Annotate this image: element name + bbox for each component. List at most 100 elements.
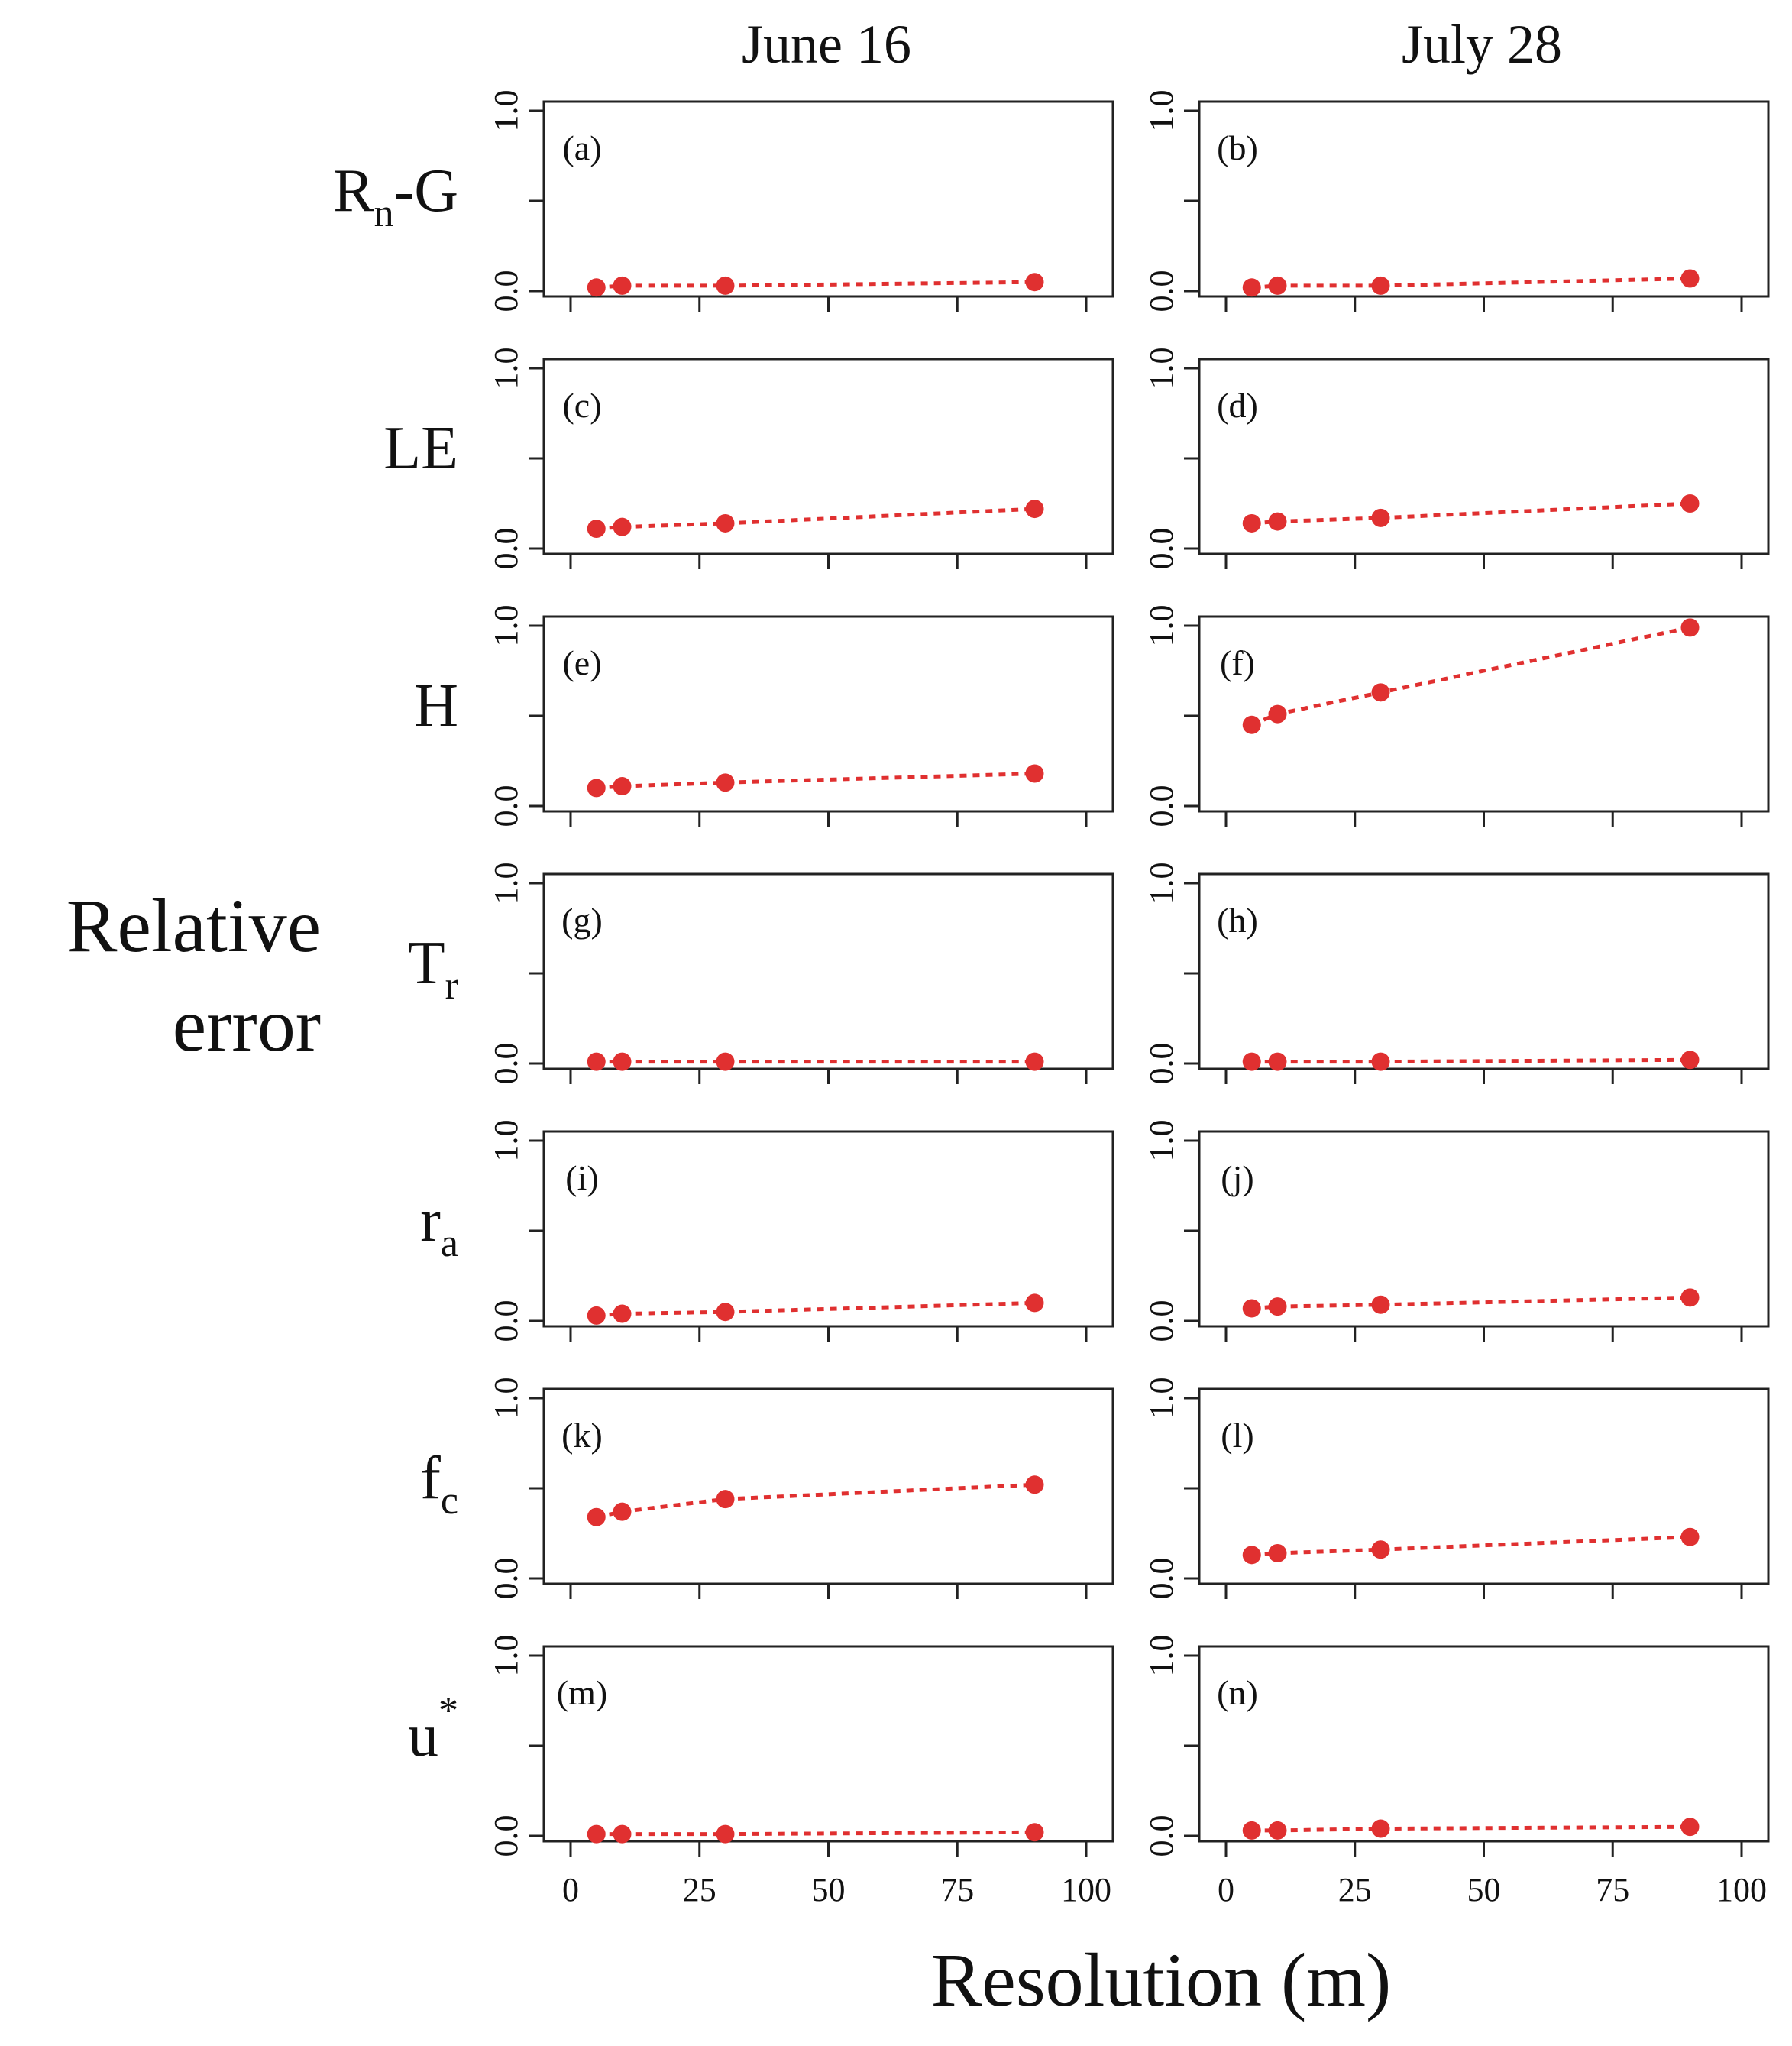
data-point [1268, 512, 1287, 531]
y-tick-label: 1.0 [1143, 90, 1180, 132]
panel-label: (g) [561, 901, 603, 940]
data-point [613, 276, 632, 295]
y-tick-label: 0.0 [1143, 528, 1180, 570]
series-line [596, 280, 1035, 290]
panel-label: (d) [1217, 386, 1258, 425]
series-line [596, 772, 1035, 790]
y-tick-label: 0.0 [1143, 785, 1180, 827]
x-tick-label: 75 [940, 1871, 974, 1908]
data-point [1371, 1052, 1390, 1071]
panel-frame [542, 100, 1114, 298]
data-point [1680, 269, 1700, 288]
data-point [1268, 1052, 1287, 1071]
data-point [587, 1824, 606, 1844]
y-tick-label: 1.0 [1143, 1635, 1180, 1677]
panel-label: (c) [562, 386, 601, 425]
y-tick-label: 1.0 [487, 1635, 525, 1677]
y-tick-label: 1.0 [1143, 348, 1180, 390]
x-tick-label: 50 [812, 1871, 846, 1908]
panel-i: 0.0 1.0 (i) [487, 1120, 1114, 1342]
data-point [1268, 1297, 1287, 1316]
y-tick-label: 1.0 [487, 1377, 525, 1420]
data-point [1680, 1051, 1700, 1070]
data-point [1268, 704, 1287, 724]
panel-a: 0.0 1.0 (a) [487, 90, 1114, 312]
series-line [596, 507, 1035, 531]
panel-frame [542, 1645, 1114, 1843]
data-point [1680, 1527, 1700, 1546]
y-tick-label: 1.0 [487, 348, 525, 390]
data-point [1242, 278, 1261, 297]
panel-b: 0.0 1.0 (b) [1143, 90, 1770, 312]
panel-c: 0.0 1.0 (c) [487, 348, 1114, 570]
x-tick-label: 25 [683, 1871, 716, 1908]
data-point [587, 1507, 606, 1526]
y-tick-label: 1.0 [487, 605, 525, 647]
column-title-july-28: July 28 [1402, 14, 1562, 75]
x-tick-label: 0 [562, 1871, 579, 1908]
data-point [1371, 683, 1390, 702]
panel-frame [1198, 872, 1770, 1070]
y-tick-label: 1.0 [1143, 863, 1180, 905]
y-tick-label: 0.0 [487, 785, 525, 827]
y-tick-label: 0.0 [487, 1300, 525, 1342]
data-point [1680, 1818, 1700, 1837]
data-point [587, 1052, 606, 1071]
y-tick-label: 1.0 [487, 863, 525, 905]
row-label: ra [420, 1187, 458, 1265]
x-tick-label: 100 [1061, 1871, 1111, 1908]
y-tick-label: 0.0 [487, 1558, 525, 1600]
data-point [1025, 1293, 1044, 1313]
x-tick-label: 25 [1338, 1871, 1372, 1908]
panel-label: (e) [562, 643, 601, 682]
data-point [716, 1052, 735, 1071]
data-point [1025, 1823, 1044, 1842]
x-tick-label: 100 [1716, 1871, 1767, 1908]
panel-label: (i) [565, 1158, 598, 1197]
series-line [1251, 1535, 1690, 1557]
data-point [1268, 276, 1287, 295]
panel-m: 0.0 1.0 0 25 50 75 100 (m) [487, 1635, 1114, 1908]
data-point [1025, 500, 1044, 519]
y-tick-label: 0.0 [487, 1043, 525, 1085]
y-tick-label: 0.0 [1143, 1815, 1180, 1857]
panel-frame [1198, 100, 1770, 298]
y-tick-label: 1.0 [1143, 605, 1180, 647]
panel-n: 0.0 1.0 0 25 50 75 100 (n) [1143, 1635, 1770, 1908]
y-tick-label: 0.0 [1143, 1558, 1180, 1600]
panel-k: 0.0 1.0 (k) [487, 1377, 1114, 1600]
panel-e: 0.0 1.0 (e) [487, 605, 1114, 827]
panel-label: (f) [1220, 643, 1255, 682]
panel-h: 0.0 1.0 (h) [1143, 863, 1770, 1085]
data-point [1268, 1543, 1287, 1562]
data-point [1680, 494, 1700, 513]
y-tick-label: 1.0 [1143, 1377, 1180, 1420]
data-point [1371, 1540, 1390, 1559]
data-point [1680, 618, 1700, 637]
data-point [587, 1306, 606, 1325]
data-point [587, 520, 606, 539]
row-label: LE [383, 415, 458, 482]
panel-label: (n) [1217, 1673, 1258, 1712]
data-point [1242, 1546, 1261, 1565]
data-point [613, 1052, 632, 1071]
row-label: Rn-G [333, 157, 458, 235]
panel-d: 0.0 1.0 (d) [1143, 348, 1770, 570]
series-line [1251, 501, 1690, 526]
y-tick-label: 0.0 [1143, 1300, 1180, 1342]
y-tick-label: 0.0 [1143, 270, 1180, 312]
data-point [587, 779, 606, 798]
series-line [1251, 276, 1690, 290]
data-point [716, 513, 735, 533]
y-tick-label: 1.0 [487, 90, 525, 132]
data-point [1025, 273, 1044, 292]
data-point [1680, 1288, 1700, 1307]
row-label: H [414, 672, 458, 740]
panel-label: (b) [1217, 128, 1258, 167]
row-label: Tr [408, 930, 458, 1008]
data-point [1371, 1295, 1390, 1314]
row-label: fc [420, 1445, 458, 1523]
data-point [1242, 1052, 1261, 1071]
